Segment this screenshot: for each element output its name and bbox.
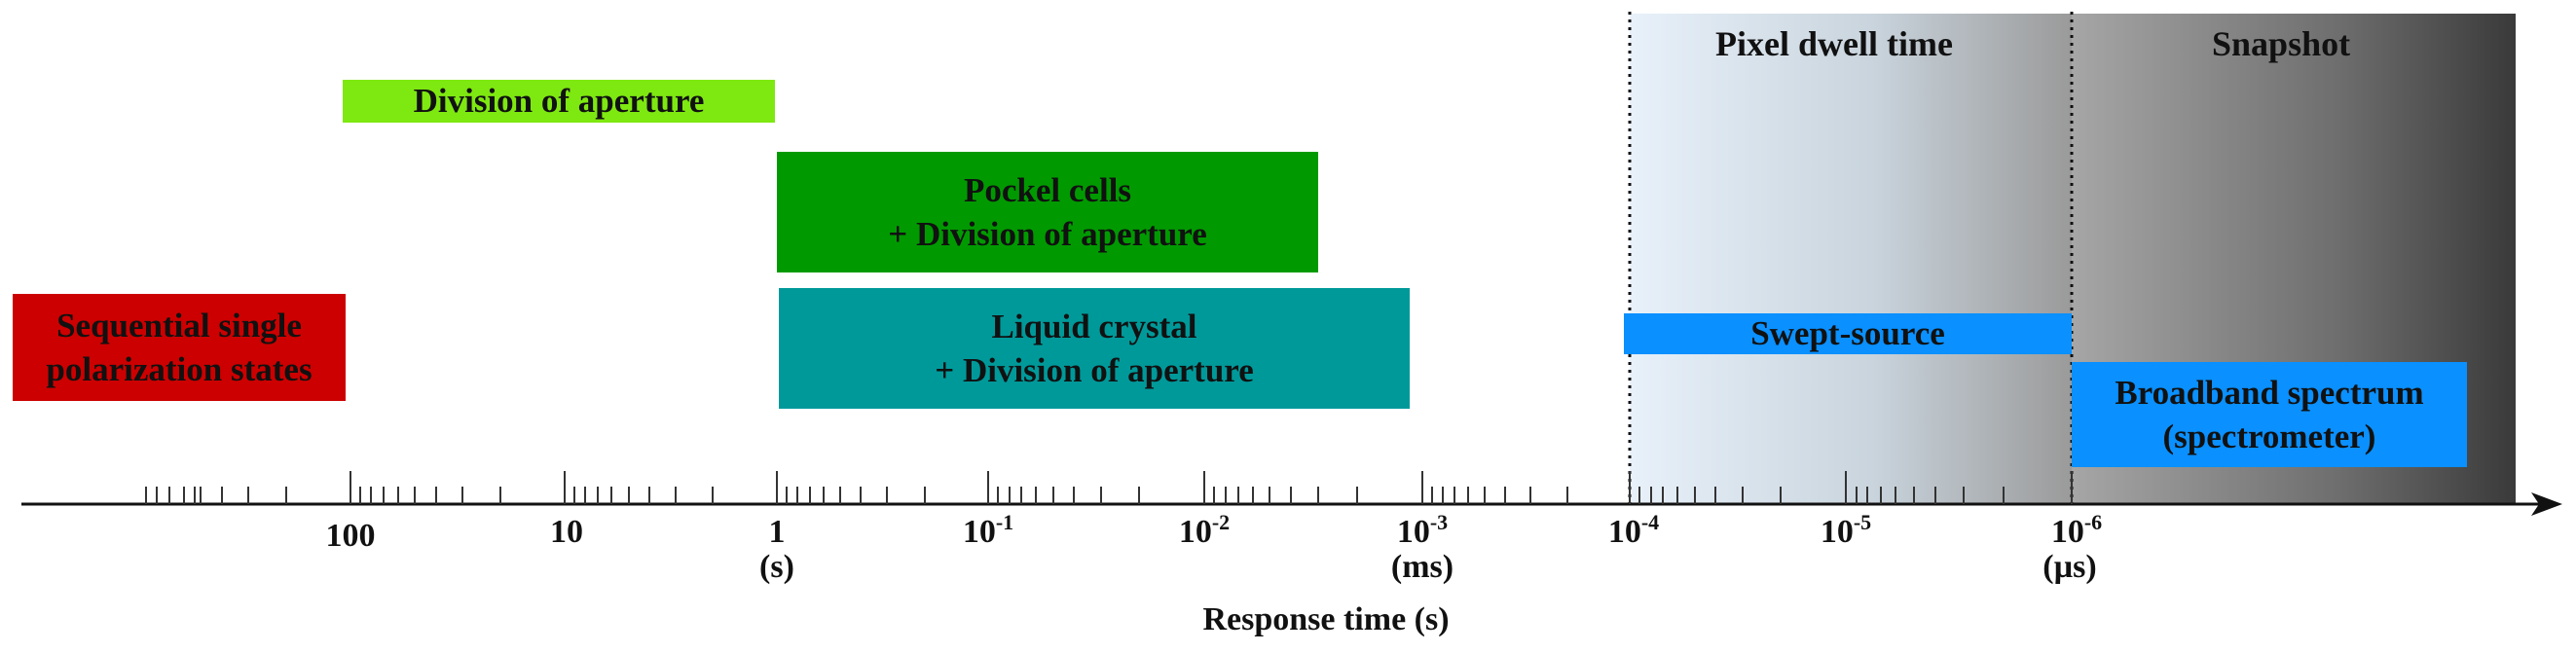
tick-label-1e-3: 10-3 xyxy=(1396,510,1449,550)
tick-label-1e-1: 10-1 xyxy=(962,510,1014,550)
unit-microseconds: (µs) xyxy=(2042,549,2097,585)
tick-label-10: 10 xyxy=(550,514,583,550)
sequential-line2: polarization states xyxy=(46,350,313,388)
broadband-line1: Broadband spectrum xyxy=(2115,373,2424,412)
broadband-line2: (spectrometer) xyxy=(2162,417,2376,455)
tick-label-100: 100 xyxy=(325,518,376,554)
tick-label-1e-5: 10-5 xyxy=(1820,510,1872,550)
swept-source-line1: Swept-source xyxy=(1750,314,1945,353)
unit-milliseconds: (ms) xyxy=(1390,549,1454,585)
swept-source-box: Swept-source xyxy=(1624,313,2072,354)
division-aperture-line1: Division of aperture xyxy=(413,82,705,121)
tick-label-1: 1 xyxy=(768,514,786,550)
sequential-box: Sequential single polarization states xyxy=(13,294,346,401)
pockel-line1: Pockel cells xyxy=(963,170,1132,209)
liquid-crystal-box: Liquid crystal + Division of aperture xyxy=(779,288,1410,409)
pockel-line2: + Division of aperture xyxy=(888,215,1207,253)
pixel-dwell-label: Pixel dwell time xyxy=(1715,24,1953,63)
liquid-crystal-line2: + Division of aperture xyxy=(935,351,1254,389)
unit-seconds: (s) xyxy=(759,549,794,585)
sequential-line1: Sequential single xyxy=(56,306,302,345)
pockel-box: Pockel cells + Division of aperture xyxy=(777,152,1318,272)
broadband-box: Broadband spectrum (spectrometer) xyxy=(2072,362,2467,467)
tick-label-1e-6: 10-6 xyxy=(2050,510,2103,550)
tick-label-1e-4: 10-4 xyxy=(1607,510,1660,550)
axis-ticks xyxy=(145,471,2073,504)
axis-arrowhead xyxy=(2531,492,2562,516)
pixel-dwell-region xyxy=(1630,14,2072,504)
tick-label-1e-2: 10-2 xyxy=(1178,510,1231,550)
liquid-crystal-line1: Liquid crystal xyxy=(991,307,1197,345)
snapshot-label: Snapshot xyxy=(2212,24,2351,63)
axis-title: Response time (s) xyxy=(1202,601,1450,637)
division-aperture-box: Division of aperture xyxy=(343,80,775,123)
